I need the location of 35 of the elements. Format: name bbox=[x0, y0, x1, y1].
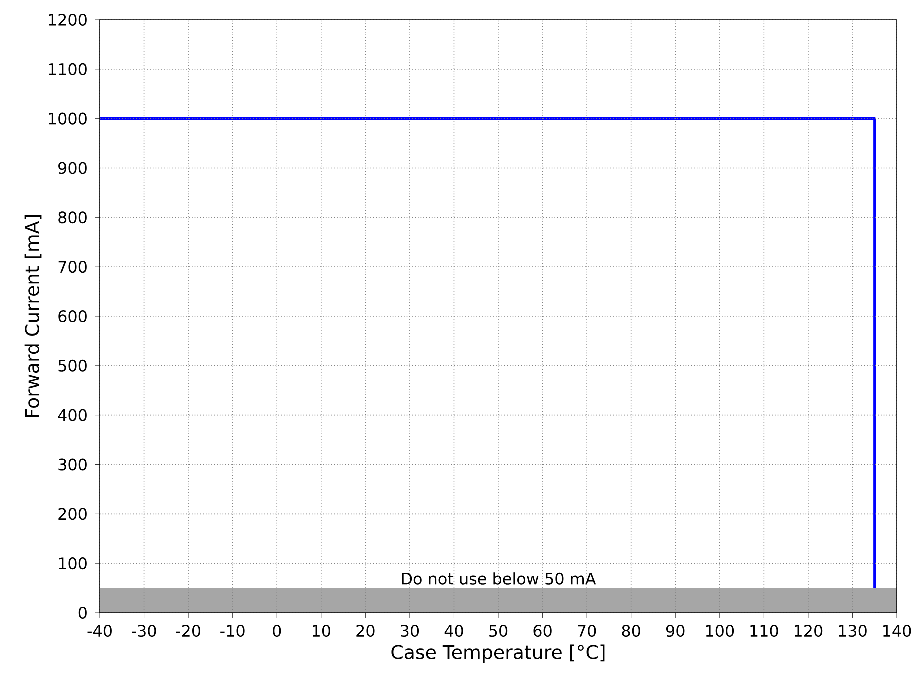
y-tick-label: 400 bbox=[58, 409, 87, 422]
y-tick-label: 900 bbox=[58, 162, 87, 174]
x-tick-label: 100 bbox=[706, 625, 734, 638]
y-tick-label: 0 bbox=[78, 606, 87, 620]
y-tick-label: 300 bbox=[58, 458, 87, 471]
y-tick-label: 800 bbox=[58, 212, 87, 224]
x-axis-title: Case Temperature [°C] bbox=[392, 644, 605, 664]
y-tick-label: 500 bbox=[58, 360, 87, 372]
y-tick-label: 700 bbox=[58, 261, 87, 274]
x-tick-label: 110 bbox=[750, 625, 778, 638]
x-tick-label: 10 bbox=[313, 625, 330, 638]
x-tick-label: 60 bbox=[534, 625, 552, 638]
x-tick-label: -30 bbox=[132, 625, 156, 638]
y-tick-label: 600 bbox=[58, 310, 87, 323]
x-tick-label: 140 bbox=[884, 625, 912, 638]
x-tick-label: 40 bbox=[444, 625, 464, 638]
x-tick-label: 130 bbox=[839, 625, 867, 638]
x-tick-label: 0 bbox=[273, 625, 282, 638]
y-tick-label: 1200 bbox=[49, 14, 87, 26]
x-tick-label: 30 bbox=[401, 625, 420, 638]
x-tick-label: -20 bbox=[176, 625, 201, 638]
x-tick-label: 20 bbox=[356, 625, 375, 638]
y-tick-label: 1000 bbox=[49, 112, 87, 125]
x-tick-label: 70 bbox=[578, 625, 596, 638]
y-tick-label: 1100 bbox=[49, 63, 87, 76]
y-tick-label: 100 bbox=[59, 558, 87, 570]
x-tick-label: 120 bbox=[794, 625, 823, 638]
band-label: Do not use below 50 mA bbox=[402, 572, 596, 585]
x-tick-label: 80 bbox=[622, 625, 640, 638]
y-tick-label: 200 bbox=[58, 508, 87, 520]
x-tick-label: 90 bbox=[666, 625, 685, 638]
x-tick-label: 50 bbox=[490, 625, 508, 638]
x-tick-label: -40 bbox=[88, 625, 112, 638]
y-axis-title: Forward Current [mA] bbox=[24, 215, 42, 418]
x-tick-label: -10 bbox=[220, 625, 245, 638]
